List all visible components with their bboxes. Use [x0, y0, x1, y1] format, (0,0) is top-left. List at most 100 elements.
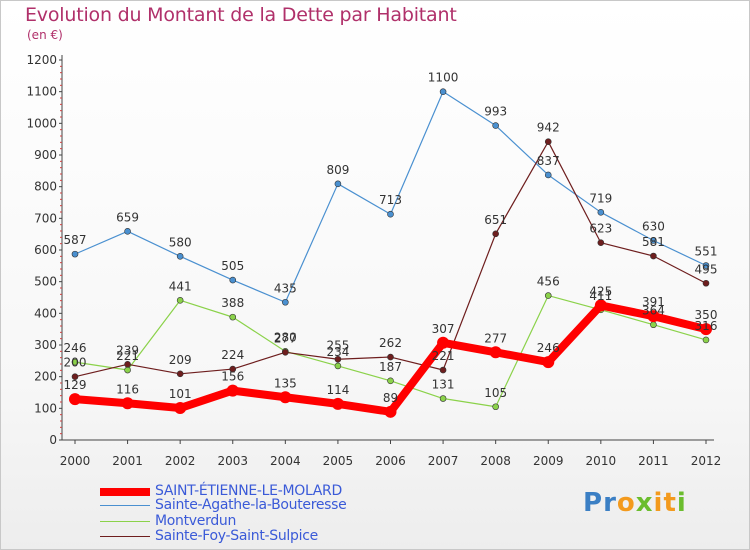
- data-label: 239: [116, 343, 139, 357]
- legend-swatch-sainte-agathe: [100, 505, 150, 506]
- data-point: [334, 180, 342, 188]
- data-label: 659: [116, 210, 139, 224]
- data-label: 156: [221, 370, 244, 384]
- data-point: [544, 138, 552, 145]
- data-label: 551: [695, 245, 718, 259]
- data-label: 388: [221, 296, 244, 310]
- y-tick-label: 800: [34, 180, 57, 194]
- data-label: 129: [64, 378, 87, 392]
- legend-label-sainte-foy: Sainte-Foy-Saint-Sulpice: [155, 528, 318, 544]
- y-tick-label: 700: [34, 211, 57, 225]
- y-tick-label: 0: [49, 433, 57, 447]
- data-point: [492, 403, 499, 411]
- data-label: 131: [432, 378, 455, 392]
- legend-swatch-montverdun: [100, 521, 150, 522]
- data-point: [650, 321, 657, 329]
- data-point: [597, 239, 605, 247]
- chart-title: Evolution du Montant de la Dette par Hab…: [25, 4, 457, 26]
- legend-swatch-sainte-foy: [100, 536, 150, 537]
- data-label: 246: [64, 341, 87, 355]
- data-point: [597, 209, 605, 216]
- data-label: 105: [484, 386, 507, 400]
- y-tick-label: 1100: [26, 85, 57, 99]
- data-label: 255: [326, 338, 349, 352]
- data-point: [124, 228, 131, 235]
- legend-label-montverdun: Montverdun: [155, 513, 237, 529]
- data-label: 623: [589, 222, 612, 236]
- data-label: 316: [695, 319, 718, 333]
- data-point: [594, 299, 607, 312]
- data-label: 114: [326, 383, 349, 397]
- series-lines: [69, 88, 712, 418]
- data-label: 809: [326, 163, 349, 177]
- data-point: [69, 393, 81, 406]
- data-label: 224: [221, 348, 244, 362]
- data-label: 89: [383, 391, 398, 405]
- x-tick-label: 2004: [270, 454, 301, 468]
- data-point: [176, 370, 184, 378]
- data-label: 116: [116, 382, 139, 396]
- data-point: [387, 210, 394, 218]
- data-label: 200: [64, 356, 87, 370]
- x-tick-label: 2012: [691, 454, 722, 468]
- y-tick-label: 500: [34, 275, 57, 289]
- data-label: 441: [169, 279, 192, 293]
- data-point: [124, 361, 131, 368]
- series-3: [71, 138, 710, 380]
- data-label: 277: [484, 331, 507, 345]
- data-label: 837: [537, 154, 560, 168]
- data-label: 246: [537, 341, 560, 355]
- data-label: 1100: [428, 71, 459, 85]
- data-label: 209: [169, 353, 192, 367]
- data-point: [282, 298, 289, 306]
- data-label: 587: [64, 233, 87, 247]
- data-point: [229, 365, 237, 373]
- data-label: 277: [274, 331, 297, 345]
- data-label: 942: [537, 121, 560, 135]
- x-tick-label: 2011: [638, 454, 669, 468]
- data-label: 993: [484, 105, 507, 119]
- data-point: [226, 384, 239, 397]
- data-label: 234: [326, 345, 349, 359]
- data-point: [174, 402, 187, 415]
- data-label: 411: [589, 289, 612, 303]
- series-0: [69, 299, 712, 418]
- data-point: [334, 362, 342, 370]
- data-label: 495: [695, 262, 718, 276]
- data-point: [124, 366, 131, 374]
- proxiti-logo: Proxiti: [583, 488, 687, 518]
- data-point: [331, 397, 344, 410]
- data-point: [439, 395, 447, 402]
- x-tick-label: 2007: [428, 454, 459, 468]
- data-label: 391: [642, 295, 665, 309]
- y-tick-label: 200: [34, 370, 57, 384]
- data-point: [334, 355, 342, 363]
- x-tick-label: 2003: [217, 454, 248, 468]
- data-point: [121, 397, 134, 410]
- data-point: [492, 230, 499, 238]
- data-point: [439, 88, 447, 95]
- data-point: [650, 237, 657, 244]
- y-tick-label: 900: [34, 148, 57, 162]
- data-point: [71, 358, 79, 366]
- y-tick-label: 600: [34, 243, 57, 257]
- data-point: [439, 366, 447, 374]
- data-point: [387, 353, 394, 361]
- data-label: 505: [221, 259, 244, 273]
- data-point: [384, 405, 397, 418]
- x-tick-label: 2009: [533, 454, 564, 468]
- data-point: [176, 253, 184, 260]
- y-tick-label: 1000: [26, 116, 57, 130]
- data-label: 630: [642, 220, 665, 234]
- data-point: [489, 346, 502, 359]
- data-point: [650, 252, 657, 260]
- data-label: 221: [116, 349, 139, 363]
- x-tick-label: 2000: [60, 454, 91, 468]
- data-point: [544, 292, 552, 299]
- data-label: 719: [589, 191, 612, 205]
- x-tick-label: 2002: [165, 454, 196, 468]
- x-tick-label: 2001: [112, 454, 143, 468]
- data-point: [71, 250, 79, 258]
